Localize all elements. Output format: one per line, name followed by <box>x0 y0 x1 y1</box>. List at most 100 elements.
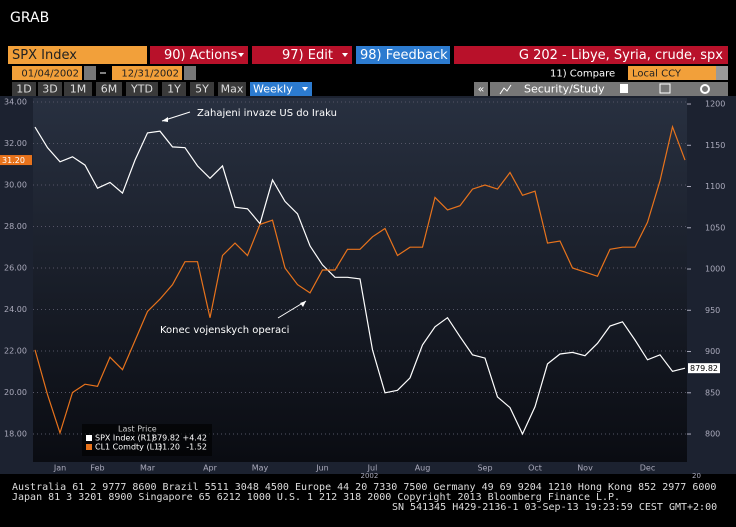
series-line <box>34 124 686 435</box>
period-buttons: 1D 3D 1M 6M YTD 1Y 5Y Max <box>12 82 246 96</box>
period-label[interactable]: 1D <box>16 83 31 96</box>
legend-last: 31.20 <box>157 443 180 452</box>
calendar-icon[interactable] <box>184 66 196 80</box>
y2-tick-label: 950 <box>705 306 720 315</box>
y2-tick-label: 1100 <box>705 182 725 191</box>
compare-button[interactable]: 11) Compare <box>550 69 615 80</box>
y2-tick-label: 850 <box>705 388 720 397</box>
feedback-button[interactable] <box>356 46 450 64</box>
x-tick-label: Feb <box>90 464 104 473</box>
period-button[interactable] <box>218 82 246 96</box>
year-label: 20 <box>692 472 701 480</box>
x-tick-label: Oct <box>528 464 542 473</box>
y2-tick-label: 1150 <box>705 141 725 150</box>
legend-swatch <box>86 435 92 441</box>
period-label[interactable]: 1Y <box>167 83 181 96</box>
annotation-arrowhead <box>300 301 306 307</box>
x-tick-label: Nov <box>577 464 593 473</box>
actions-button[interactable] <box>150 46 248 64</box>
last-price-tag-label: 879.82 <box>690 364 718 373</box>
series-line <box>34 126 686 436</box>
footer-line: Japan 81 3 3201 8900 Singapore 65 6212 1… <box>12 492 620 503</box>
y-tick-label: 20.00 <box>4 388 27 397</box>
annotation-arrowhead <box>162 117 168 122</box>
security-box[interactable] <box>8 46 147 64</box>
period-label[interactable]: 3D <box>42 83 57 96</box>
period-button[interactable] <box>126 82 158 96</box>
currency-dropdown[interactable] <box>716 66 728 80</box>
currency[interactable]: Local CCY <box>632 69 682 80</box>
x-tick-label: Jul <box>367 464 378 473</box>
period-label[interactable]: 6M <box>101 83 118 96</box>
currency-box[interactable] <box>628 66 728 80</box>
y-tick-label: 24.00 <box>4 305 27 314</box>
y-tick-label: 34.00 <box>4 97 27 106</box>
dropdown-arrow <box>302 87 308 91</box>
end-date-box[interactable] <box>112 66 182 80</box>
period-label[interactable]: YTD <box>130 83 153 96</box>
feedback-label[interactable]: 98) Feedback <box>360 48 448 63</box>
footer-line: Australia 61 2 9777 8600 Brazil 5511 304… <box>12 482 716 493</box>
dropdown-arrow <box>342 53 348 57</box>
edit-button[interactable] <box>252 46 352 64</box>
legend-label: CL1 Comdty (L1) <box>95 443 162 452</box>
calendar-icon[interactable] <box>84 66 96 80</box>
legend-swatch <box>86 444 92 450</box>
y-tick-label: 26.00 <box>4 263 27 272</box>
study-icon <box>499 84 512 95</box>
legend-title: Last Price <box>118 425 157 434</box>
y-tick-label: 18.00 <box>4 429 27 438</box>
start-date-box[interactable] <box>12 66 82 80</box>
dropdown-arrow <box>238 53 244 57</box>
edit-label[interactable]: 97) Edit <box>282 48 333 63</box>
period-label[interactable]: Max <box>221 83 244 96</box>
window-title: GRAB <box>10 10 49 26</box>
last-price-tag <box>688 363 720 374</box>
study-button[interactable]: Security/Study <box>524 83 605 96</box>
period-button[interactable] <box>38 82 62 96</box>
x-tick-label: Jan <box>53 464 66 473</box>
period-button[interactable] <box>190 82 214 96</box>
annotate-icon[interactable] <box>620 84 628 93</box>
end-date[interactable]: 12/31/2002 <box>121 69 179 80</box>
settings-icon[interactable] <box>700 84 710 94</box>
x-tick-label: May <box>252 464 269 473</box>
actions-label[interactable]: 90) Actions <box>164 48 237 63</box>
last-price-tag <box>0 155 32 166</box>
last-price-tag-label: 31.20 <box>2 156 25 165</box>
year-label: 2002 <box>361 472 379 480</box>
y2-tick-label: 900 <box>705 347 720 356</box>
page-title-box <box>454 46 728 64</box>
legend-box <box>82 424 212 456</box>
security-field[interactable]: SPX Index <box>12 48 77 63</box>
y-tick-label: 28.00 <box>4 222 27 231</box>
start-date[interactable]: 01/04/2002 <box>21 69 79 80</box>
period-label[interactable]: 5Y <box>195 83 209 96</box>
y-tick-label: 30.00 <box>4 180 27 189</box>
legend-change: +4.42 <box>182 434 207 443</box>
frequency-box[interactable] <box>250 82 312 96</box>
nav-button[interactable] <box>474 82 488 96</box>
period-label[interactable]: 1M <box>70 83 87 96</box>
x-tick-label: Mar <box>140 464 156 473</box>
annotation: Konec vojenskych operaci <box>160 325 289 336</box>
period-button[interactable] <box>162 82 186 96</box>
x-tick-label: Apr <box>203 464 218 473</box>
x-tick-label: Sep <box>477 464 492 473</box>
y2-tick-label: 1200 <box>705 100 725 109</box>
frequency[interactable]: Weekly <box>253 83 293 96</box>
legend-last: 879.82 <box>152 434 180 443</box>
zoom-icon[interactable] <box>659 83 671 94</box>
period-button[interactable] <box>96 82 122 96</box>
y-tick-label: 22.00 <box>4 346 27 355</box>
nav-label[interactable]: « <box>478 83 485 96</box>
legend-label: SPX Index (R1) <box>95 434 154 443</box>
y2-tick-label: 1000 <box>705 265 725 274</box>
period-button[interactable] <box>12 82 36 96</box>
x-tick-label: Aug <box>415 464 431 473</box>
footer-line: SN 541345 H429-2136-1 03-Sep-13 19:23:59… <box>392 502 717 513</box>
legend-change: -1.52 <box>186 443 207 452</box>
period-button[interactable] <box>64 82 92 96</box>
page-title: G 202 - Libye, Syria, crude, spx <box>519 48 723 63</box>
